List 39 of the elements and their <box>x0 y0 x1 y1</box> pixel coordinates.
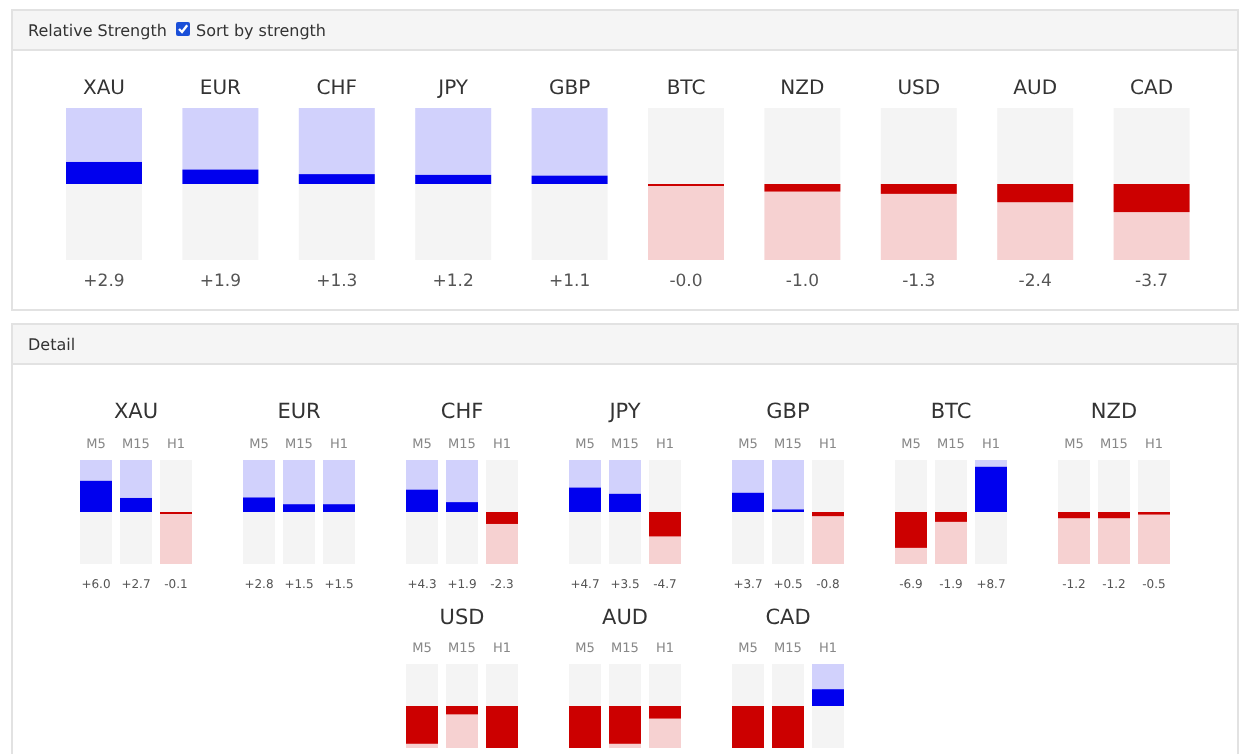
bar <box>182 169 259 184</box>
data-label: -1.0 <box>785 272 819 292</box>
bar <box>764 184 841 192</box>
data-label: +1.2 <box>432 272 474 292</box>
bar <box>298 174 375 184</box>
x-tick-label: CAD <box>1130 78 1174 100</box>
chart-title: CHF <box>440 400 484 424</box>
chart-title: JPY <box>607 400 642 424</box>
data-label: -0.0 <box>669 272 703 292</box>
x-tick-label: AUD <box>1013 78 1058 100</box>
x-tick-label: JPY <box>436 78 470 100</box>
data-label: +1.1 <box>548 272 591 292</box>
x-tick-label: NZD <box>780 78 826 100</box>
x-tick-label: XAU <box>82 78 126 100</box>
bar <box>415 174 492 184</box>
chart-title: EUR <box>277 400 321 424</box>
text: Sort by strength <box>196 22 326 40</box>
x-tick-label: EUR <box>199 78 242 100</box>
chart-title: BTC <box>930 400 972 424</box>
x-tick-label: GBP <box>548 78 591 100</box>
chart-title: GBP <box>766 400 810 424</box>
x-tick-label: CHF <box>316 78 358 100</box>
bar <box>531 175 608 184</box>
chart-title: USD <box>439 606 485 630</box>
data-label: +2.9 <box>83 272 125 292</box>
data-label: -3.7 <box>1135 272 1169 292</box>
chart-title: CAD <box>765 606 811 630</box>
data-label: -2.4 <box>1018 272 1052 292</box>
chart-title: Relative Strength <box>28 22 167 40</box>
x-tick-label: BTC <box>666 78 706 100</box>
text: Detail <box>28 336 76 354</box>
data-label: +1.3 <box>316 272 358 292</box>
chart-title: XAU <box>113 400 159 424</box>
chart-title: NZD <box>1090 400 1138 424</box>
x-tick-label: USD <box>897 78 941 100</box>
bar <box>880 184 957 194</box>
data-label: -1.3 <box>902 272 936 292</box>
chart-title: AUD <box>602 606 648 630</box>
data-label: +1.9 <box>199 272 242 292</box>
